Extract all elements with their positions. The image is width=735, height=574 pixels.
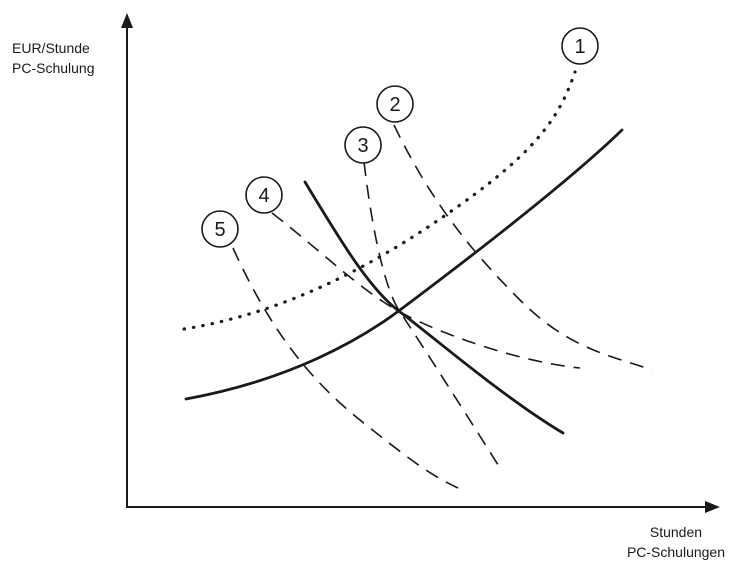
curve-2-dashed [393,124,653,371]
curve-label-1-text: 1 [574,36,585,58]
x-axis [126,501,720,513]
y-axis-label-line1: EUR/Stunde [12,40,90,56]
x-axis-arrow-icon [705,501,720,513]
y-axis [121,13,133,507]
x-axis-label-line2: PC-Schulungen [626,544,725,560]
x-axis-label: Stunden PC-Schulungen [627,522,725,562]
y-axis-label-line2: PC-Schulung [12,60,95,76]
curve-label-4-text: 4 [258,185,269,207]
curve-label-4: 4 [245,176,283,214]
curve-label-1: 1 [561,27,599,65]
curve-5-dashed [232,247,459,489]
curve-1-dotted [182,70,577,331]
curve-label-5-text: 5 [214,219,225,241]
curve-4-dashed [271,212,581,369]
curve-label-3-text: 3 [357,135,368,157]
y-axis-arrow-icon [121,13,133,28]
curve-label-2-text: 2 [389,94,400,116]
demand-curve [303,180,565,435]
curve-label-3: 3 [344,126,382,164]
curve-label-5: 5 [201,210,239,248]
curve-3-dashed [363,161,501,469]
x-axis-label-line1: Stunden [649,524,703,540]
y-axis-label: EUR/Stunde PC-Schulung [12,38,95,78]
curve-label-2: 2 [376,85,414,123]
supply-curve [184,128,624,401]
